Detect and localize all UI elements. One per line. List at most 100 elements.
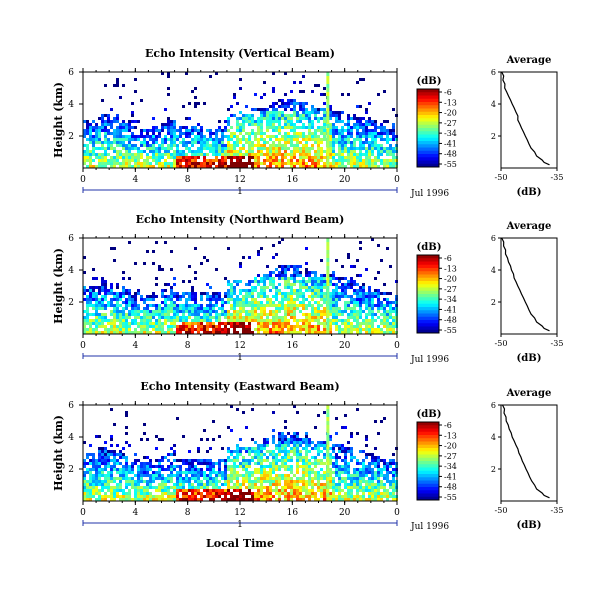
heatmap-cell [332,465,335,468]
heatmap-cell [200,132,203,135]
heatmap-cell [125,138,128,141]
heatmap-cell [347,256,350,259]
heatmap-cell [278,150,281,153]
x-tick-label: 8 [185,508,191,518]
heatmap-cell [86,453,89,456]
heatmap-cell [227,328,230,331]
heatmap-cell [272,453,275,456]
heatmap-cell [155,313,158,316]
heatmap-cell [269,120,272,123]
heatmap-cell [332,274,335,277]
heatmap-cell [266,274,269,277]
heatmap-cell [110,159,113,162]
heatmap-cell [224,325,227,328]
heatmap-cell [155,477,158,480]
heatmap-cell [350,153,353,156]
heatmap-cell [182,477,185,480]
heatmap-cell [143,495,146,498]
heatmap-cell [335,310,338,313]
heatmap-cell [302,280,305,283]
heatmap-cell [110,132,113,135]
heatmap-cell [329,328,332,331]
heatmap-cell [254,132,257,135]
heatmap-cell [266,111,269,114]
heatmap-cell [158,486,161,489]
heatmap-cell [236,480,239,483]
heatmap-cell [194,471,197,474]
heatmap-cell [101,459,104,462]
heatmap-cell [152,126,155,129]
heatmap-cell [209,498,212,501]
heatmap-cell [377,468,380,471]
heatmap-cell [152,322,155,325]
heatmap-cell [296,114,299,117]
heatmap-cell [122,307,125,310]
heatmap-cell [386,495,389,498]
colorbar-frame [416,421,440,501]
colorbar-segment [417,108,439,113]
heatmap-cell [380,468,383,471]
heatmap-cell [257,250,260,253]
heatmap-cell [104,331,107,334]
heatmap-cell [305,135,308,138]
heatmap-cell [230,135,233,138]
heatmap-cell [284,441,287,444]
heatmap-cell [236,447,239,450]
heatmap-cell [272,319,275,322]
heatmap-cell [284,147,287,150]
heatmap-cell [362,126,365,129]
heatmap-cell [329,162,332,165]
heatmap-cell [143,462,146,465]
heatmap-cell [281,441,284,444]
heatmap-cell [272,316,275,319]
heatmap-cell [113,159,116,162]
heatmap-cell [212,298,215,301]
heatmap-cell [107,132,110,135]
heatmap-cell [254,304,257,307]
heatmap-cell [386,298,389,301]
heatmap-cell [359,126,362,129]
heatmap-cell [356,459,359,462]
heatmap-cell [122,471,125,474]
heatmap-cell [293,129,296,132]
heatmap-cell [371,138,374,141]
heatmap-cell [104,283,107,286]
heatmap-cell [101,280,104,283]
heatmap-cell [341,465,344,468]
heatmap-cell [224,483,227,486]
heatmap-cell [146,471,149,474]
heatmap-cell [191,495,194,498]
heatmap-cell [305,268,308,271]
heatmap-cell [254,456,257,459]
heatmap-cell [317,414,320,417]
heatmap-cell [290,438,293,441]
heatmap-cell [215,328,218,331]
heatmap-cell [368,159,371,162]
heatmap-cell [212,331,215,334]
heatmap-cell [302,286,305,289]
heatmap-cell [116,444,119,447]
heatmap-cell [326,128,330,132]
heatmap-cell [137,486,140,489]
heatmap-cell [257,292,260,295]
heatmap-cell [362,132,365,135]
heatmap-cell [128,138,131,141]
heatmap-cell [197,498,200,501]
heatmap-cell [263,111,266,114]
heatmap-cell [305,304,308,307]
heatmap-cell [188,328,191,331]
heatmap-cell [272,129,275,132]
heatmap-cell [371,298,374,301]
heatmap-cell [356,462,359,465]
heatmap-cell [269,271,272,274]
heatmap-cell [356,489,359,492]
heatmap-cell [131,126,134,129]
heatmap-cell [101,450,104,453]
x-tick-label: 4 [132,508,138,518]
heatmap-cell [356,483,359,486]
heatmap-cell [326,481,330,485]
heatmap-cell [278,435,281,438]
heatmap-cell [335,316,338,319]
heatmap-cell [299,274,302,277]
heatmap-cell [125,316,128,319]
